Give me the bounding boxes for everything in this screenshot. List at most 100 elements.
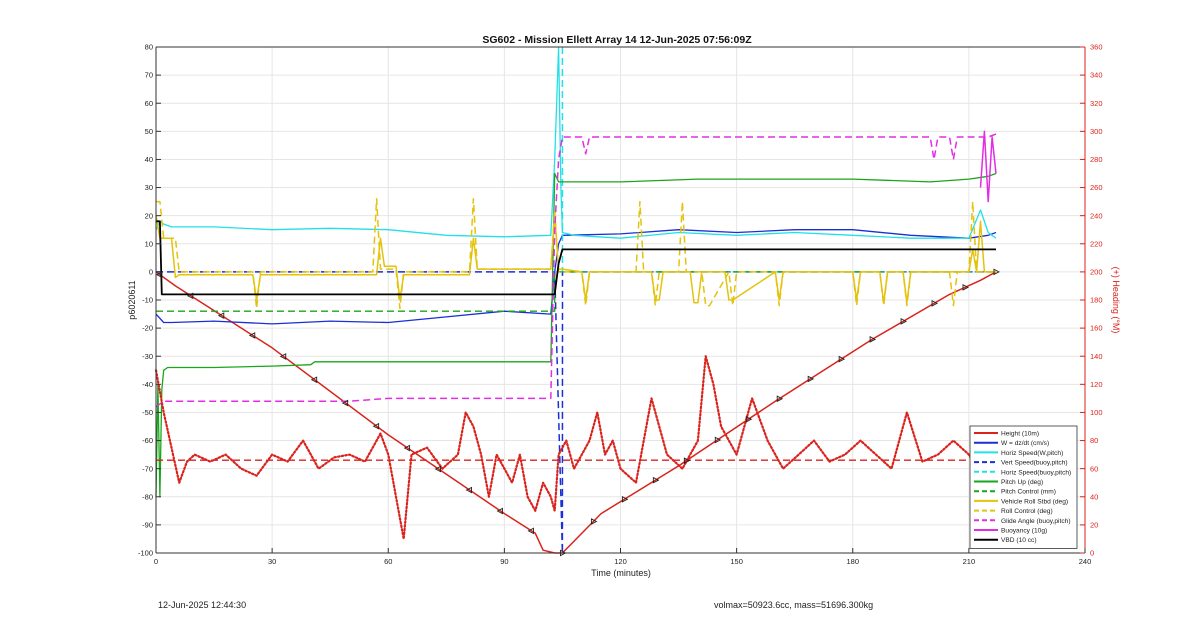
series-line-12	[154, 355, 994, 540]
grid	[155, 46, 1086, 554]
x-tick-label: 120	[614, 557, 627, 566]
y-tick-label: -70	[142, 464, 153, 473]
height-marker	[931, 300, 939, 307]
height-marker	[279, 353, 287, 360]
series-line-1	[155, 229, 997, 325]
y2-tick-label: 20	[1090, 520, 1098, 529]
y2-tick-label: 220	[1090, 239, 1103, 248]
y2-tick-label: 100	[1090, 408, 1103, 417]
x-axis-label: Time (minutes)	[591, 568, 651, 578]
x-tick-label: 90	[500, 557, 508, 566]
y2-tick-label: 160	[1090, 324, 1103, 333]
y-tick-label: 70	[145, 71, 153, 80]
y-tick-label: 0	[149, 267, 153, 276]
y-tick-label: -10	[142, 296, 153, 305]
height-marker	[341, 399, 349, 407]
chart-title: SG602 - Mission Ellett Array 14 12-Jun-2…	[482, 34, 752, 46]
series-line-8	[156, 198, 996, 310]
legend-label: Horiz Speed(W,pitch)	[1001, 450, 1063, 457]
height-marker	[869, 336, 877, 343]
legend-label: W = dz/dt (cm/s)	[1001, 440, 1049, 447]
y2-tick-label: 180	[1090, 296, 1103, 305]
y2-tick-label: 200	[1090, 267, 1103, 276]
height-marker	[807, 375, 815, 383]
footer-summary: volmax=50923.6cc, mass=51696.300kg	[714, 600, 874, 610]
y-tick-label: -60	[142, 436, 153, 445]
height-marker	[186, 292, 194, 300]
y2-tick-label: 140	[1090, 352, 1103, 361]
legend-label: Height (10m)	[1001, 431, 1039, 438]
series-line-11	[156, 220, 996, 296]
series-line-6	[156, 271, 996, 312]
y2-tick-label: 60	[1090, 464, 1098, 473]
height-marker	[714, 436, 722, 444]
x-tick-label: 150	[730, 557, 743, 566]
legend-box	[969, 425, 1078, 549]
x-tick-label: 30	[268, 557, 276, 566]
y-tick-label: -80	[142, 492, 153, 501]
y-tick-label: -90	[142, 520, 153, 529]
height-marker	[652, 476, 660, 484]
y-tick-label: 30	[145, 183, 153, 192]
y2-tick-label: 0	[1090, 549, 1094, 558]
height-marker	[310, 376, 318, 384]
y2-tick-label: 80	[1090, 436, 1098, 445]
y-tick-label: 40	[145, 155, 153, 164]
y-tick-label: 10	[145, 239, 153, 248]
series-line-7	[155, 214, 996, 304]
footer-timestamp: 12-Jun-2025 12:44:30	[158, 600, 247, 610]
height-marker	[683, 457, 691, 465]
legend-label: VBD (10 cc)	[1001, 537, 1037, 544]
y2-tick-label: 240	[1090, 211, 1103, 220]
y-tick-label: 50	[145, 127, 153, 136]
y-tick-label: 60	[145, 99, 153, 108]
legend-label: Buoyancy (10g)	[1001, 528, 1047, 535]
height-marker	[217, 312, 225, 319]
x-tick-label: 0	[154, 557, 158, 566]
y-tick-label: -30	[142, 352, 153, 361]
series-line-5	[155, 172, 997, 498]
y2-tick-label: 360	[1090, 43, 1103, 52]
height-marker	[962, 284, 969, 291]
height-marker	[248, 332, 256, 339]
series-line-10	[979, 130, 997, 203]
legend: Height (10m) W = dz/dt (cm/s) Horiz Speed(…	[969, 425, 1078, 549]
height-marker	[155, 271, 163, 279]
y-tick-label: -20	[142, 324, 153, 333]
series-group	[154, 46, 1000, 557]
y-tick-label: 20	[145, 211, 153, 220]
height-marker	[838, 355, 846, 363]
x-tick-label: 240	[1079, 557, 1092, 566]
height-marker	[403, 444, 411, 452]
legend-label: Roll Control (deg)	[1001, 508, 1053, 515]
height-marker	[590, 518, 598, 525]
series-line-2	[155, 46, 997, 239]
height-marker	[900, 318, 908, 325]
height-marker	[993, 268, 1000, 276]
axes: 0 30 60 90 120 150 180 210 240-100-90-80-70-60-5…	[138, 43, 1103, 566]
height-marker	[465, 486, 472, 494]
legend-label: Glide Angle (buoy,pitch)	[1001, 518, 1071, 525]
y-tick-label: -50	[142, 408, 153, 417]
x-tick-label: 210	[963, 557, 976, 566]
y2-tick-label: 320	[1090, 99, 1103, 108]
legend-label: Vehicle Roll Stbd (deg)	[1001, 498, 1068, 505]
height-marker	[527, 527, 534, 535]
height-marker	[776, 395, 784, 403]
legend-label: Vert Speed(buoy,pitch)	[1001, 460, 1068, 467]
height-marker	[745, 415, 753, 423]
y-axis-label: p6020611	[127, 280, 137, 319]
x-tick-label: 60	[384, 557, 392, 566]
y2-tick-label: 260	[1090, 183, 1103, 192]
y2-tick-label: 120	[1090, 380, 1103, 389]
legend-label: Pitch Control (mm)	[1001, 489, 1056, 496]
y2-axis-label: (+) Heading (°M)	[1111, 267, 1121, 334]
y-tick-label: 80	[145, 43, 153, 52]
y-tick-label: -100	[138, 549, 153, 558]
height-marker	[621, 495, 629, 503]
y2-tick-label: 300	[1090, 127, 1103, 136]
height-marker	[434, 465, 442, 473]
y2-tick-label: 340	[1090, 71, 1103, 80]
legend-label: Pitch Up (deg)	[1001, 479, 1043, 486]
height-marker	[496, 507, 503, 515]
